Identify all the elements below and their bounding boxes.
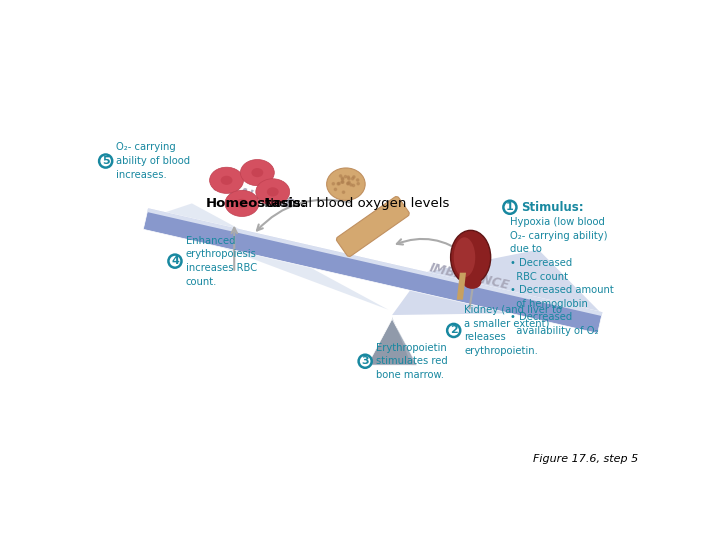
Text: 2: 2 [450, 326, 458, 335]
Text: Kidney (and liver to
a smaller extent)
releases
erythropoietin.: Kidney (and liver to a smaller extent) r… [464, 305, 562, 356]
Text: Stimulus:: Stimulus: [521, 201, 583, 214]
Circle shape [348, 178, 350, 180]
Circle shape [353, 176, 355, 178]
Circle shape [341, 181, 343, 183]
Polygon shape [367, 319, 417, 365]
Circle shape [341, 177, 343, 179]
Text: Homeostasis:: Homeostasis: [206, 197, 307, 210]
Text: Normal blood oxygen levels: Normal blood oxygen levels [260, 197, 449, 210]
Ellipse shape [451, 231, 490, 284]
Text: IMBALANCE: IMBALANCE [428, 261, 510, 292]
Circle shape [344, 176, 346, 178]
Text: 5: 5 [102, 156, 109, 166]
Ellipse shape [220, 176, 233, 185]
Ellipse shape [256, 179, 289, 205]
Circle shape [357, 183, 359, 185]
Ellipse shape [240, 159, 274, 186]
Text: O₂- carrying
ability of blood
increases.: O₂- carrying ability of blood increases. [117, 143, 191, 180]
Ellipse shape [267, 187, 279, 197]
Circle shape [339, 175, 342, 177]
Circle shape [334, 188, 336, 191]
Circle shape [341, 178, 343, 180]
Circle shape [503, 201, 516, 214]
Circle shape [347, 183, 349, 185]
Text: Hypoxia (low blood
O₂- carrying ability)
due to
• Decreased
  RBC count
• Decrea: Hypoxia (low blood O₂- carrying ability)… [510, 217, 613, 336]
Circle shape [351, 178, 354, 180]
Circle shape [350, 184, 352, 186]
Ellipse shape [210, 167, 243, 193]
Polygon shape [456, 273, 466, 300]
Text: IMBALANCE: IMBALANCE [212, 180, 295, 211]
Ellipse shape [463, 275, 482, 289]
Text: 3: 3 [361, 356, 369, 366]
Ellipse shape [454, 237, 475, 278]
Ellipse shape [327, 168, 365, 200]
Text: Enhanced
erythropoiesis
increases RBC
count.: Enhanced erythropoiesis increases RBC co… [186, 236, 257, 287]
Ellipse shape [236, 199, 248, 208]
Circle shape [347, 176, 349, 178]
Circle shape [352, 184, 355, 187]
Circle shape [332, 183, 335, 185]
Circle shape [338, 183, 341, 185]
Polygon shape [392, 249, 600, 315]
Circle shape [341, 181, 344, 183]
Circle shape [348, 181, 350, 184]
Text: 1: 1 [506, 202, 514, 212]
Polygon shape [145, 204, 388, 309]
Ellipse shape [251, 168, 264, 177]
Circle shape [343, 191, 345, 193]
Ellipse shape [225, 190, 259, 217]
Circle shape [359, 355, 372, 368]
Polygon shape [148, 208, 603, 316]
Text: 4: 4 [171, 256, 179, 266]
Circle shape [356, 179, 359, 181]
Polygon shape [392, 316, 417, 365]
Text: Erythropoietin
stimulates red
bone marrow.: Erythropoietin stimulates red bone marro… [376, 343, 448, 380]
FancyBboxPatch shape [336, 197, 410, 256]
Text: Figure 17.6, step 5: Figure 17.6, step 5 [534, 454, 639, 464]
Circle shape [347, 183, 349, 185]
Circle shape [447, 324, 460, 337]
Circle shape [99, 154, 112, 167]
Circle shape [337, 183, 339, 185]
Circle shape [168, 254, 181, 268]
Polygon shape [143, 208, 603, 333]
